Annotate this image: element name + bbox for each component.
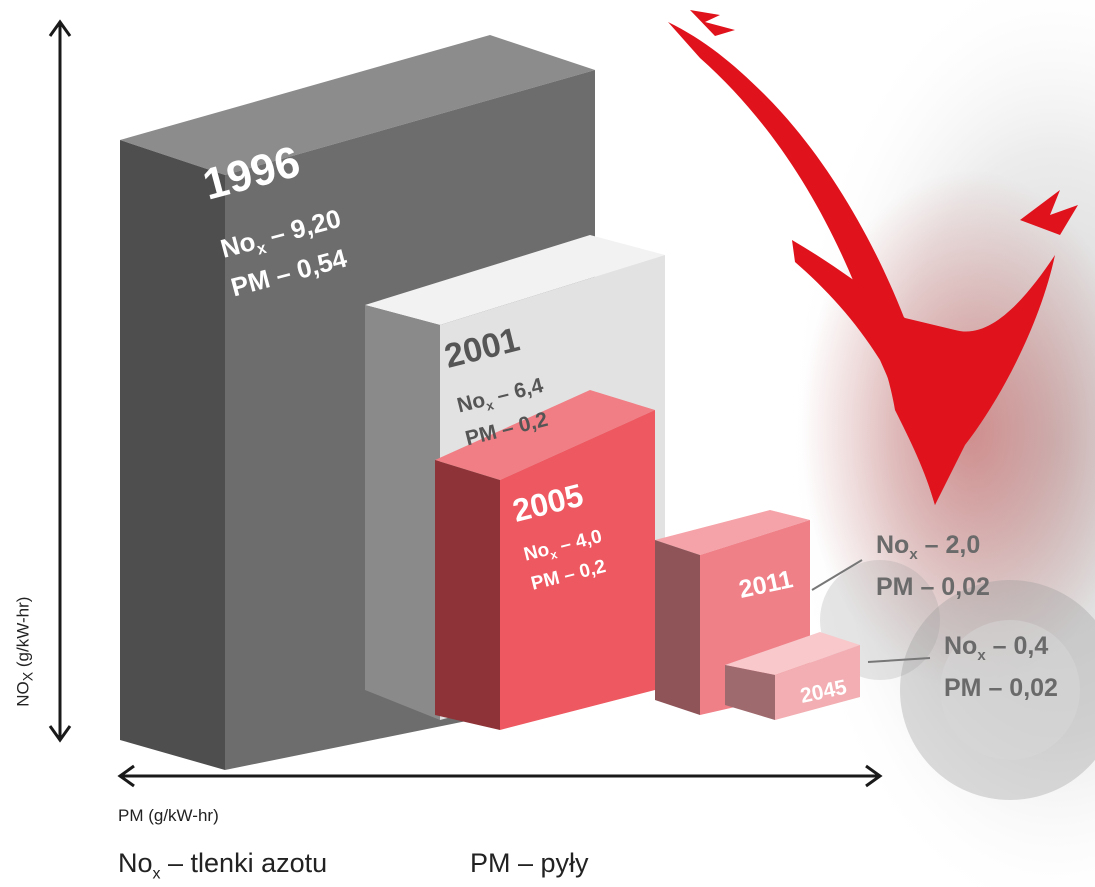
callout-nox: Nox – 0,4 [944,630,1058,672]
callout-2011: Nox – 2,0 PM – 0,02 [876,529,990,603]
y-axis-label: NOX (g/kW-hr) [13,577,36,727]
background-car-image [600,0,1095,887]
legend-pm: PM – pyły [470,848,589,879]
legend-nox: Nox – tlenki azotu [118,848,327,883]
callout-nox: Nox – 2,0 [876,529,990,571]
y-axis-arrow [50,22,70,740]
callout-2045: Nox – 0,4 PM – 0,02 [944,630,1058,704]
callout-pm: PM – 0,02 [876,571,990,603]
x-axis-label: PM (g/kW-hr) [118,806,219,826]
callout-pm: PM – 0,02 [944,672,1058,704]
